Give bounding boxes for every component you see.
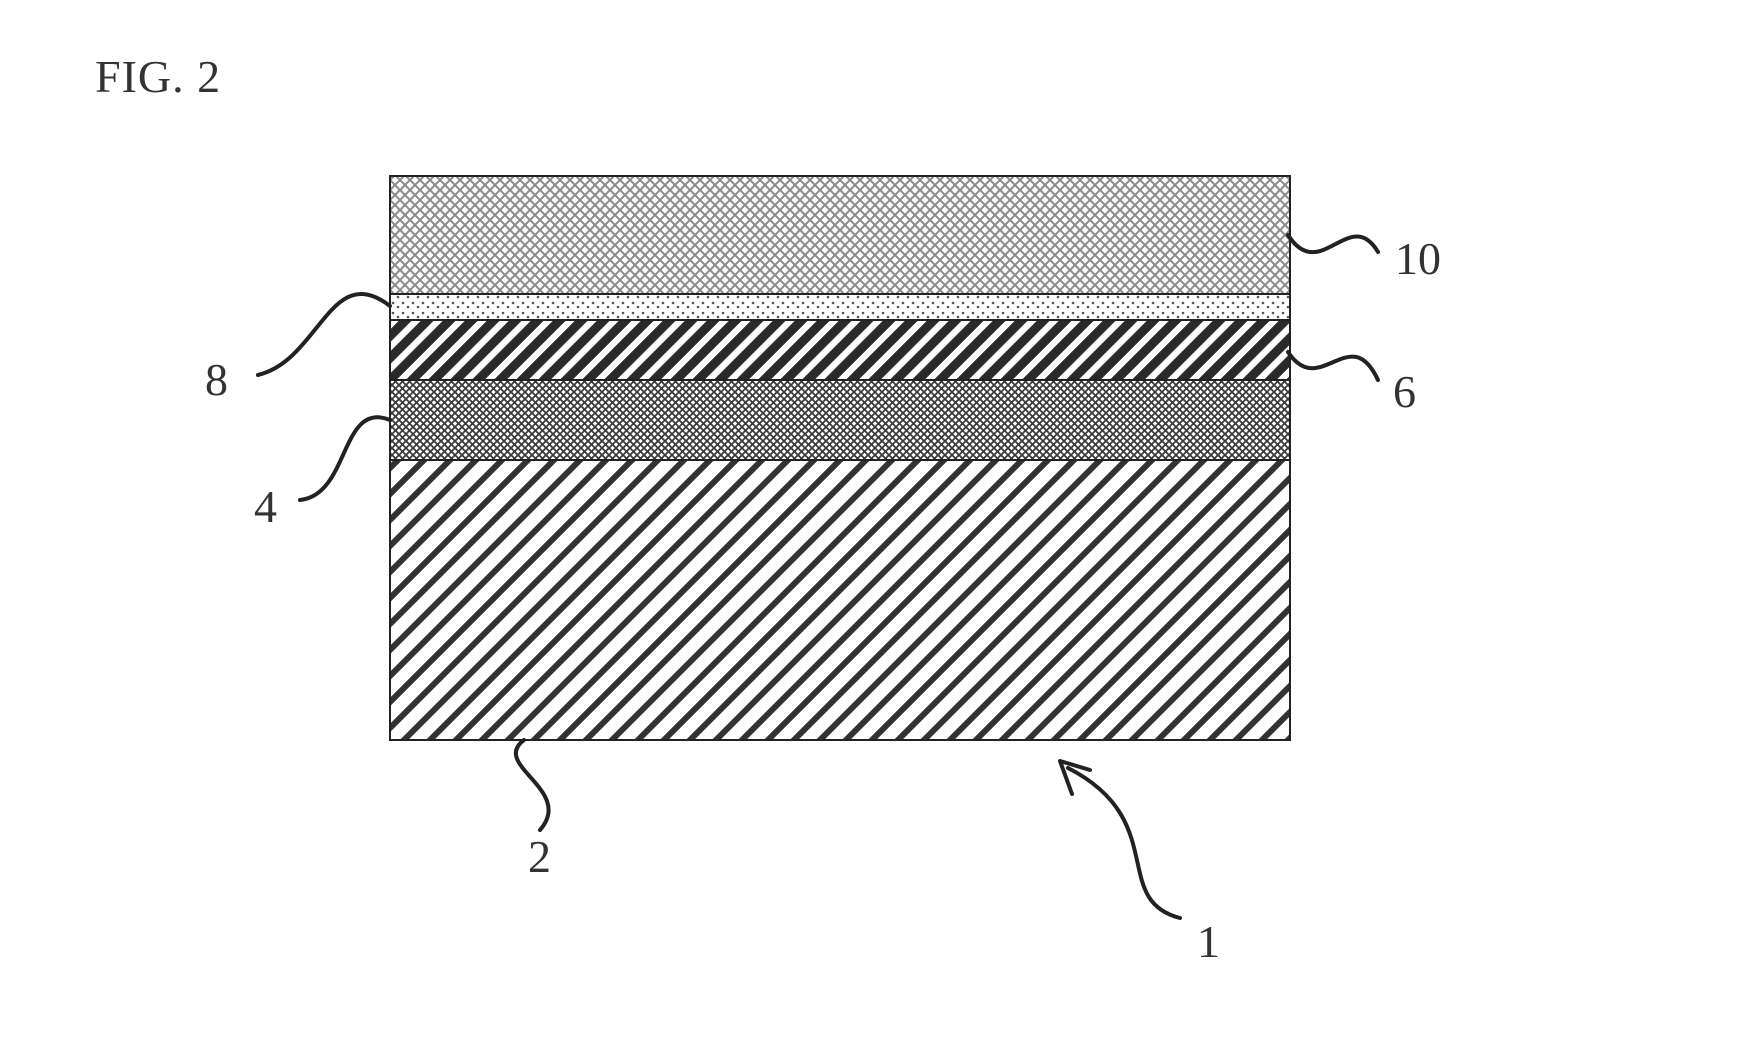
label-2: 2	[528, 830, 551, 883]
assembly-arrow	[1060, 761, 1180, 918]
label-4: 4	[254, 480, 277, 533]
leader-4	[300, 417, 390, 500]
layer-8	[390, 294, 1290, 320]
layer-stack	[390, 176, 1290, 740]
layer-2	[390, 460, 1290, 740]
layer-4	[390, 380, 1290, 460]
label-6: 6	[1393, 365, 1416, 418]
leader-8	[258, 294, 390, 375]
layer-10	[390, 176, 1290, 294]
label-10: 10	[1395, 232, 1441, 285]
layer-6	[390, 320, 1290, 380]
label-1: 1	[1197, 915, 1220, 968]
leader-6	[1288, 352, 1378, 380]
leader-10	[1288, 235, 1378, 252]
leader-2	[516, 740, 549, 830]
label-8: 8	[205, 353, 228, 406]
